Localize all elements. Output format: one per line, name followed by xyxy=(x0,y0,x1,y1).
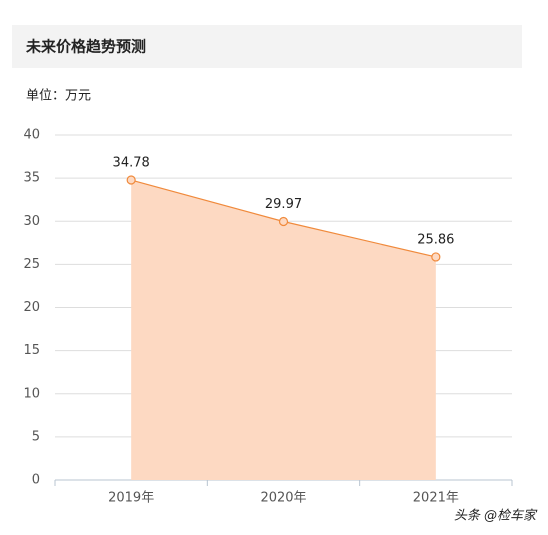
value-label: 25.86 xyxy=(417,232,454,247)
area-fill xyxy=(131,180,436,480)
y-tick-label: 5 xyxy=(32,429,40,444)
y-tick-label: 30 xyxy=(23,214,40,229)
point xyxy=(278,216,289,227)
y-tick-label: 25 xyxy=(23,257,40,272)
point xyxy=(431,252,441,262)
y-tick-label: 35 xyxy=(23,171,40,186)
point xyxy=(126,175,136,185)
x-tick-label: 2021年 xyxy=(413,491,459,506)
value-label: 34.78 xyxy=(113,156,150,171)
watermark: 头条 @检车家 xyxy=(454,508,538,524)
unit-label: 单位：万元 xyxy=(26,89,91,104)
y-tick-label: 10 xyxy=(23,386,40,401)
y-tick-label: 20 xyxy=(23,300,40,315)
x-tick-label: 2020年 xyxy=(260,491,306,506)
x-tick-label: 2019年 xyxy=(108,491,154,506)
y-tick-label: 40 xyxy=(23,128,40,143)
value-label: 29.97 xyxy=(265,197,302,212)
header-box xyxy=(12,25,522,68)
y-tick-label: 0 xyxy=(32,473,40,488)
chart-title: 未来价格趋势预测 xyxy=(25,38,146,56)
y-tick-label: 15 xyxy=(23,343,40,358)
